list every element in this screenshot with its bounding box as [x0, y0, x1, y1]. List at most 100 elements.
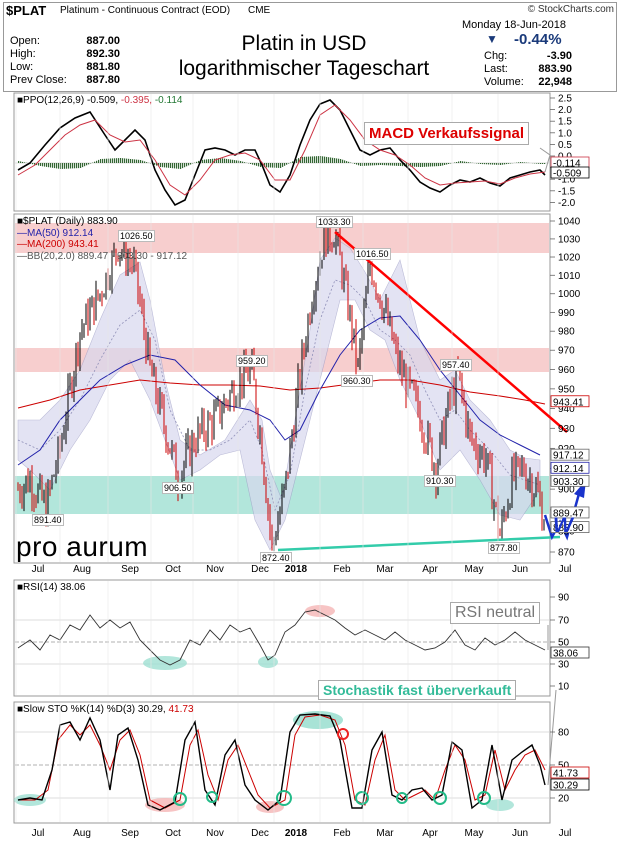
sto-axis-label: 80: [558, 728, 570, 739]
rsi-axis-label: 70: [558, 616, 570, 627]
sto-pointer: [547, 689, 557, 786]
ppo-hist-bar: [254, 163, 256, 166]
ppo-hist-bar: [458, 161, 460, 163]
x-axes: Jul Aug Sep Oct Nov Dec 2018 Feb Mar Apr May Jun Jul…: [15, 94, 572, 839]
ppo-hist-bar: [34, 163, 36, 165]
rsi-legend: ■RSI(14) 38.06: [17, 582, 86, 593]
copyright: © StockCharts.com: [527, 4, 614, 15]
price-axis-label: 1040: [558, 217, 581, 228]
ppo-hist-bar: [430, 163, 432, 167]
ppo-axis-label: -1.5: [558, 186, 576, 197]
ppo-hist-bar: [314, 156, 316, 163]
ppo-hist-bar: [386, 163, 388, 166]
ppo-hist-bar: [308, 156, 310, 163]
ppo-hist-bar: [494, 163, 496, 165]
ppo-hist-bar: [324, 156, 326, 163]
rsi-axis-label: 50: [558, 638, 570, 649]
ppo-hist-bar: [20, 161, 22, 163]
ppo-hist-bar: [278, 163, 280, 168]
ppo-hist-bar: [124, 158, 126, 163]
ppo-hist-bar: [466, 161, 468, 163]
ppo-hist-bar: [242, 161, 244, 163]
month-label: Jul: [559, 564, 572, 575]
price-axis-label: 1010: [558, 271, 581, 282]
ppo-hist-bar: [410, 163, 412, 167]
ppo-hist-bar: [362, 163, 364, 166]
sto-oversold-zone-4: [486, 799, 514, 811]
ppo-hist-bar: [364, 163, 366, 166]
low-label-910: 910.30: [424, 475, 456, 487]
ppo-hist-bar: [538, 163, 540, 164]
ma200-line: [17, 379, 546, 409]
ppo-hist-bar: [414, 163, 416, 167]
rsi-annotation: RSI neutral: [450, 602, 541, 624]
price-axis-label: 940: [558, 404, 575, 415]
ppo-hist-bar: [482, 163, 484, 165]
ppo-hist-bar: [498, 163, 500, 165]
price-axis-label: 980: [558, 327, 575, 338]
ppo-hist-bar: [300, 157, 302, 163]
ppo-hist-bar: [70, 163, 72, 169]
ppo-hist-bar: [68, 163, 70, 169]
month-label: Aug: [73, 564, 91, 575]
month-label: Apr: [422, 564, 438, 575]
ppo-hist-bar: [412, 163, 414, 167]
ppo-hist-bar: [268, 163, 270, 168]
instrument-name: Platinum - Continuous Contract (EOD): [60, 5, 231, 16]
ppo-hist-bar: [76, 163, 78, 169]
ppo-hist-bar: [226, 158, 228, 163]
price-last-3: 903.30: [553, 477, 584, 488]
price-last-3-box: [550, 474, 590, 487]
exchange: CME: [248, 5, 271, 16]
ppo-hist-bar: [344, 160, 346, 163]
ppo-hist-bar: [518, 162, 520, 163]
price-axis-label: 1030: [558, 234, 581, 245]
ppo-histogram: [18, 156, 546, 169]
ppo-hist-bar: [110, 158, 112, 163]
rsi-axis-label: 90: [558, 593, 570, 604]
price-last-2: 912.14: [553, 464, 584, 475]
ppo-hist-bar: [176, 163, 178, 169]
ppo-hist-bar: [106, 158, 108, 163]
ppo-hist-bar: [64, 163, 66, 169]
ppo-hist-bar: [118, 158, 120, 163]
ppo-hist-bar: [376, 163, 378, 166]
ppo-axis-label: 1.5: [558, 117, 572, 128]
ppo-hist-bar: [66, 163, 68, 169]
ppo-hist-bar: [536, 163, 538, 164]
ppo-hist-bar: [340, 159, 342, 163]
ppo-hist-bar: [122, 158, 124, 163]
ppo-hist-bar: [144, 161, 146, 163]
ppo-hist-bar: [544, 163, 546, 164]
ppo-hist-bar: [336, 158, 338, 163]
ppo-hist-bar: [510, 163, 512, 164]
ppo-hist-bar: [504, 163, 506, 165]
ppo-hist-bar: [238, 160, 240, 163]
ppo-hist-bar: [282, 163, 284, 167]
page-title: Platin in USD logarithmischer Tageschart: [178, 32, 430, 80]
ppo-line: [17, 99, 546, 207]
price-axis-label: 950: [558, 384, 575, 395]
ppo-hist-bar: [96, 160, 98, 163]
ppo-hist-bar: [98, 159, 100, 163]
ppo-hist-bar: [406, 163, 408, 167]
ppo-hist-bar: [366, 163, 368, 166]
ppo-hist-bar: [90, 163, 92, 164]
price-axis-label: 1000: [558, 289, 581, 300]
ppo-hist-bar: [264, 163, 266, 168]
ppo-hist-bar: [190, 163, 192, 165]
ppo-hist-bar: [310, 156, 312, 163]
ppo-hist-bar: [540, 163, 542, 164]
price-axis-label: 900: [558, 485, 575, 496]
ppo-hist-bar: [490, 163, 492, 165]
ppo-hist-bar: [330, 157, 332, 163]
ppo-hist-bar: [460, 161, 462, 163]
ppo-hist-bar: [52, 163, 54, 168]
ppo-hist-bar: [356, 163, 358, 165]
ppo-hist-bar: [270, 163, 272, 168]
price-axis-label: 970: [558, 346, 575, 357]
peak-label-1016: 1016.50: [354, 248, 391, 260]
ppo-hist-bar: [80, 163, 82, 168]
price-axis-label: 1020: [558, 253, 581, 264]
low-label-872: 872.40: [260, 552, 292, 564]
